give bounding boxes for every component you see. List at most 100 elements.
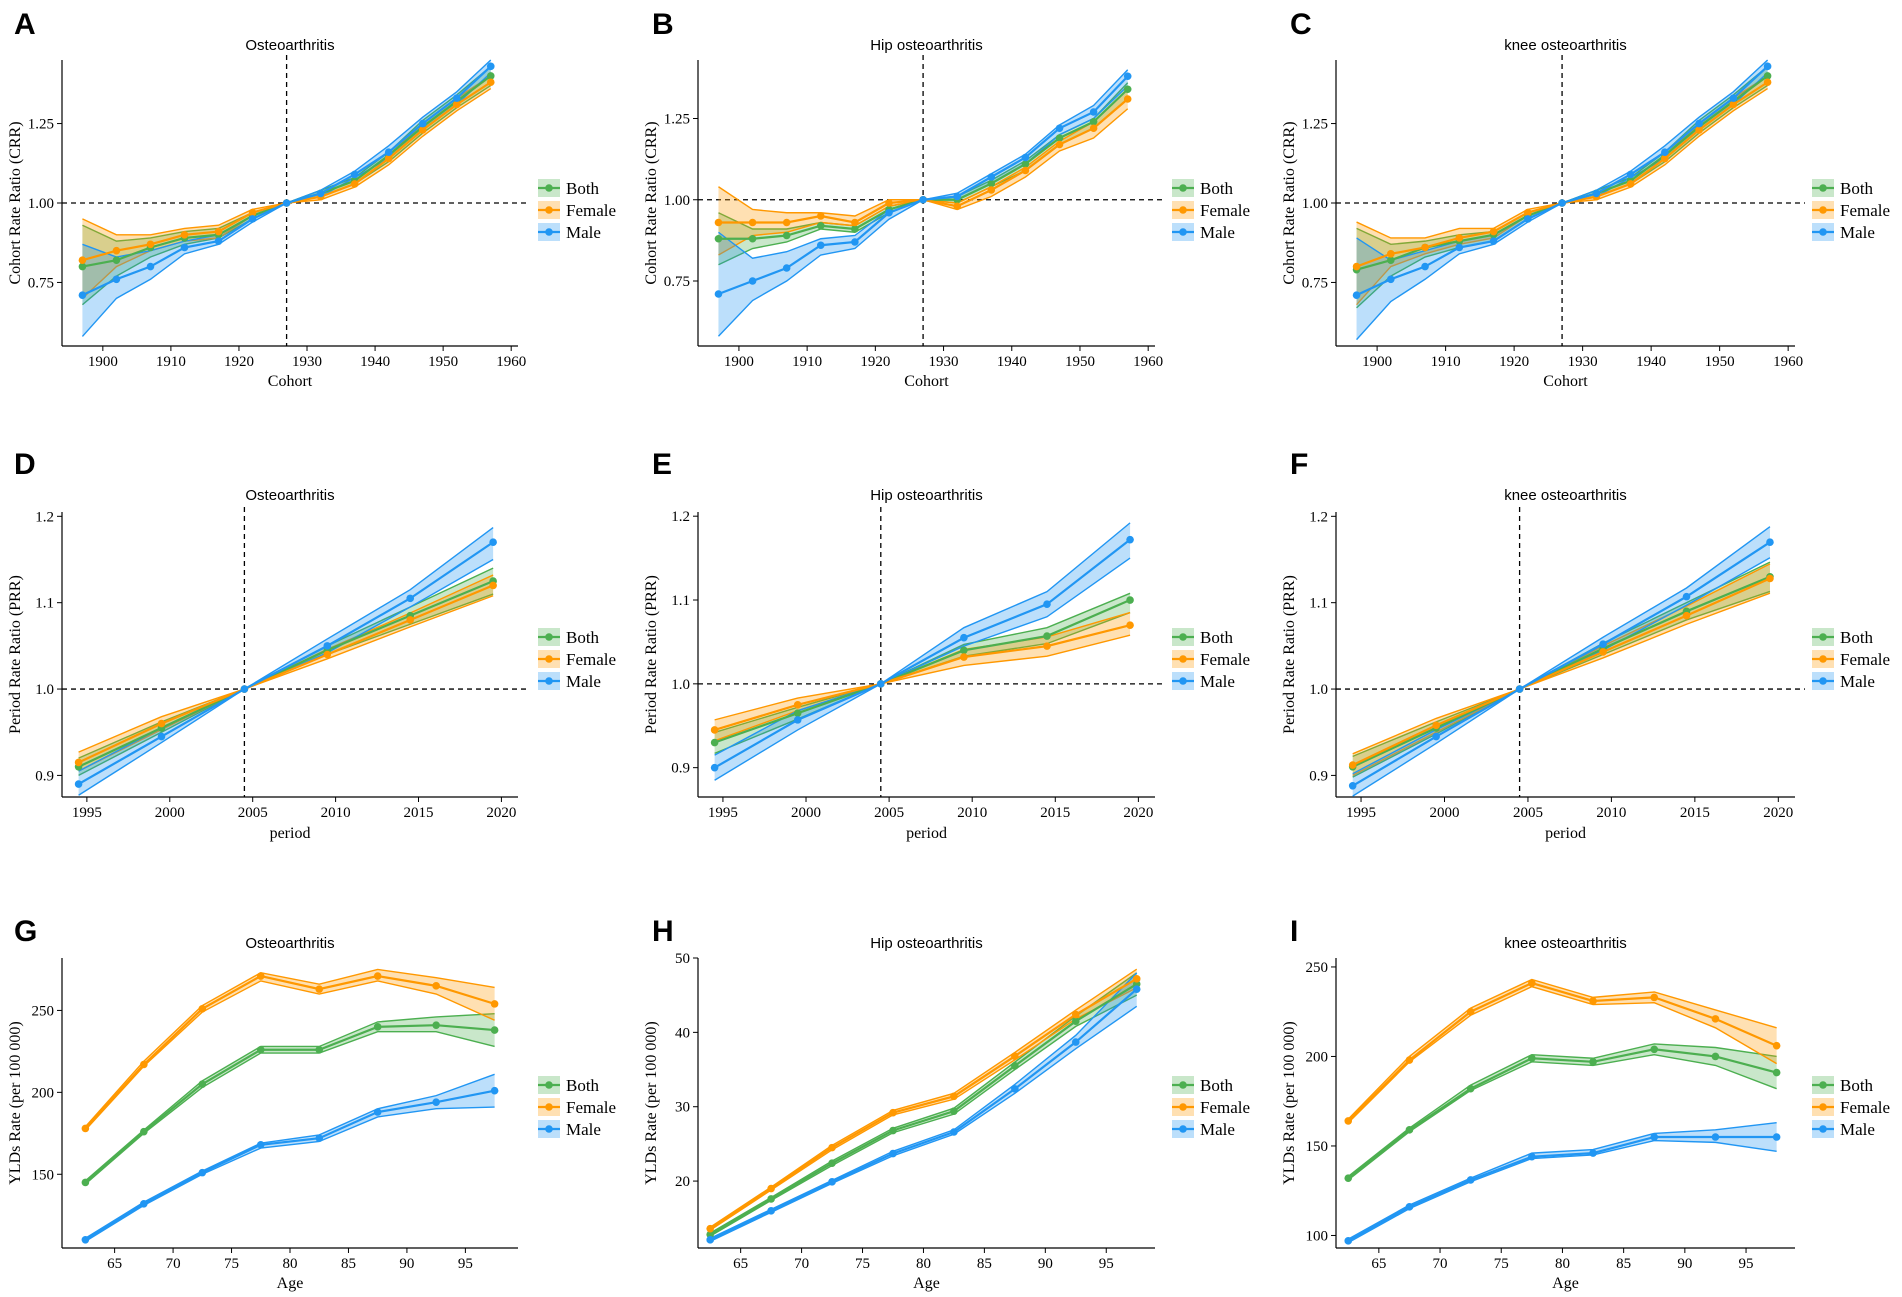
- legend-point-male: [545, 1125, 553, 1133]
- x-tick-label: 1940: [997, 354, 1027, 370]
- data-point-male: [74, 780, 83, 788]
- y-tick-label: 250: [1306, 960, 1329, 976]
- data-point-both: [816, 221, 825, 230]
- data-point-both: [1711, 1052, 1720, 1061]
- data-point-male: [1432, 732, 1440, 741]
- data-point-female: [78, 256, 87, 265]
- series-line-both: [78, 580, 494, 768]
- x-tick-label: 1910: [792, 354, 822, 370]
- data-point-both: [1043, 632, 1051, 640]
- x-axis-label: Age: [1552, 1275, 1579, 1292]
- data-point-both: [1055, 134, 1064, 142]
- data-point-male: [323, 642, 332, 650]
- data-point-female: [1766, 574, 1774, 583]
- data-point-female: [1650, 993, 1659, 1002]
- panel-d: D Osteoarthritis 1995 2000 2005 2010 2015 2020 0…: [7, 448, 616, 842]
- y-tick-label: 1.1: [1309, 596, 1328, 612]
- ci-band-both: [85, 1013, 495, 1185]
- legend-label-both: Both: [1840, 179, 1874, 198]
- data-point-both: [1071, 1017, 1080, 1026]
- data-point-male: [282, 199, 291, 207]
- data-point-female: [198, 1004, 207, 1013]
- data-point-both: [1089, 117, 1098, 126]
- legend-point-female: [1179, 206, 1187, 214]
- ci-upper-female: [709, 968, 1138, 1228]
- y-axis-label: YLDs Rate (per 100 000): [1281, 1021, 1298, 1185]
- x-tick-label: 2005: [874, 805, 904, 821]
- data-point-male: [198, 1168, 207, 1177]
- panel-title-osteoarthritis: Osteoarthritis: [245, 935, 334, 952]
- legend-point-both: [1179, 1081, 1187, 1089]
- data-point-male: [1489, 237, 1498, 245]
- x-tick-label: 1995: [72, 805, 102, 821]
- legend-label-male: Male: [1200, 672, 1235, 691]
- y-axis-label: YLDs Rate (per 100 000): [7, 1021, 24, 1185]
- data-point-both: [1011, 1062, 1019, 1070]
- panel-b: B Hip osteoarthritis 1900 1910 1920 1930 1940 1…: [643, 8, 1250, 390]
- ci-lower-male: [714, 557, 1131, 781]
- data-point-male: [828, 1178, 836, 1186]
- data-point-female: [180, 230, 189, 239]
- data-point-female: [350, 180, 359, 188]
- y-tick-label: 0.9: [671, 761, 690, 777]
- data-point-both: [112, 256, 121, 265]
- series-line-male: [1347, 1135, 1777, 1242]
- x-tick-label: 70: [794, 1256, 809, 1272]
- x-tick-label: 65: [733, 1256, 748, 1272]
- y-tick-label: 200: [1306, 1049, 1329, 1065]
- legend-label-female: Female: [1200, 201, 1250, 220]
- panel-title-knee-osteoarthritis: knee osteoarthritis: [1504, 487, 1627, 504]
- legend-point-both: [1819, 184, 1827, 192]
- data-point-male: [486, 62, 495, 71]
- data-point-both: [81, 1178, 90, 1187]
- legend-point-both: [545, 184, 553, 192]
- data-point-male: [793, 716, 802, 724]
- data-point-both: [140, 1127, 148, 1136]
- data-point-female: [1132, 975, 1141, 983]
- legend-point-both: [545, 1081, 553, 1089]
- legend: Both Female Male: [1812, 179, 1890, 242]
- legend-label-both: Both: [1200, 628, 1234, 647]
- data-point-male: [315, 1134, 324, 1143]
- x-tick-label: 75: [1494, 1256, 1509, 1272]
- data-point-female: [1405, 1056, 1414, 1064]
- data-point-female: [74, 758, 83, 767]
- legend-label-female: Female: [1840, 1098, 1890, 1117]
- series-line-both: [84, 1024, 495, 1184]
- series-line-female: [1352, 577, 1771, 767]
- x-tick-label: 2005: [1513, 805, 1543, 821]
- data-point-both: [1650, 1045, 1659, 1054]
- data-point-female: [1021, 166, 1030, 175]
- data-point-female: [987, 186, 996, 194]
- x-tick-label: 2010: [321, 805, 351, 821]
- data-point-male: [256, 1140, 265, 1149]
- data-point-female: [1043, 642, 1051, 650]
- panel-e: E Hip osteoarthritis 1995 2000 2005 2010 2015 2…: [643, 448, 1250, 842]
- data-point-female: [1729, 100, 1738, 109]
- legend-point-male: [1179, 677, 1187, 685]
- y-tick-label: 0.9: [1309, 768, 1328, 784]
- legend-label-both: Both: [566, 179, 600, 198]
- data-point-female: [248, 208, 257, 217]
- data-point-female: [1432, 721, 1440, 730]
- x-tick-label: 95: [1099, 1256, 1114, 1272]
- ci-lower-male: [1347, 1139, 1777, 1244]
- y-tick-label: 1.25: [664, 112, 690, 128]
- x-tick-label: 1920: [224, 354, 254, 370]
- data-point-male: [373, 1108, 382, 1116]
- x-tick-label: 2000: [155, 805, 185, 821]
- x-tick-label: 1940: [360, 354, 390, 370]
- x-tick-label: 2015: [1040, 805, 1070, 821]
- x-tick-label: 65: [1371, 1256, 1386, 1272]
- x-tick-label: 1900: [1362, 354, 1392, 370]
- ci-lower-both: [1352, 590, 1771, 778]
- data-point-male: [1772, 1133, 1781, 1141]
- data-point-male: [885, 208, 893, 217]
- legend-label-both: Both: [1200, 1076, 1234, 1095]
- y-tick-label: 1.2: [671, 509, 690, 525]
- series-line-both: [1352, 575, 1771, 768]
- data-point-female: [1421, 243, 1429, 252]
- data-point-male: [1599, 640, 1607, 648]
